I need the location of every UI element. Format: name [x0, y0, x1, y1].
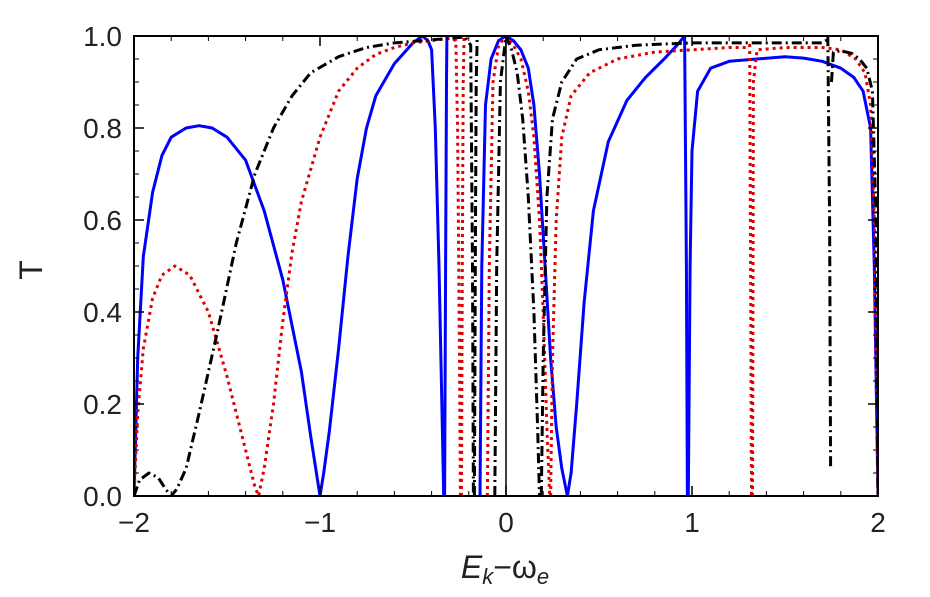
series-dashdot-line — [539, 36, 833, 496]
series-dashdot-line — [134, 36, 475, 496]
series-solid-line — [443, 36, 449, 496]
x-tick-label: −1 — [304, 507, 336, 538]
series-dashdot-line — [472, 36, 479, 496]
series-dotted-line — [134, 36, 462, 496]
x-axis-title: Ek−ωe — [461, 549, 549, 589]
y-tick-label: 0.4 — [83, 297, 122, 328]
y-tick-label: 0.6 — [83, 205, 122, 236]
series-solid-line — [478, 36, 689, 496]
axis-ticks — [133, 35, 879, 497]
y-tick-label: 0.8 — [83, 113, 122, 144]
series-dotted-line — [459, 36, 466, 496]
x-tick-label: −2 — [118, 507, 150, 538]
series-solid-line — [134, 36, 446, 496]
x-tick-label: 0 — [498, 507, 514, 538]
x-axis-title-main: E — [461, 549, 483, 585]
series-dotted-line — [751, 46, 878, 496]
y-tick-label: 1.0 — [83, 21, 122, 52]
series-dotted-line — [549, 43, 753, 496]
x-axis-title-mid: −ω — [493, 549, 537, 585]
x-axis-title-sub2: e — [537, 564, 549, 589]
y-axis-title: T — [13, 260, 49, 280]
series-layer — [134, 36, 878, 496]
series-solid-line — [686, 55, 878, 496]
y-tick-labels: 0.0 0.2 0.4 0.6 0.8 1.0 — [83, 21, 122, 512]
x-axis-title-sub1: k — [482, 564, 494, 589]
x-tick-labels: −2 −1 0 1 2 — [118, 507, 886, 538]
x-tick-label: 2 — [870, 507, 886, 538]
x-tick-label: 1 — [684, 507, 700, 538]
y-tick-label: 0.2 — [83, 389, 122, 420]
series-dotted-line — [485, 36, 552, 496]
y-tick-label: 0.0 — [83, 481, 122, 512]
